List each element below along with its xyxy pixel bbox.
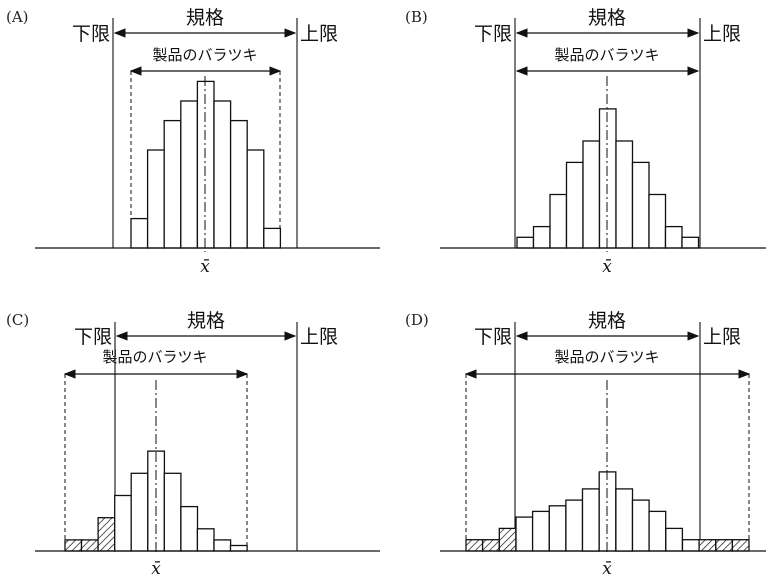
panel-label: (A) <box>6 8 29 26</box>
lower-limit-label: 下限 <box>474 326 512 348</box>
histogram-bar-out-of-spec <box>465 539 484 552</box>
histogram-bar <box>648 510 667 552</box>
histogram-bars <box>465 471 750 552</box>
histogram-bar <box>213 100 232 249</box>
lower-limit-label: 下限 <box>474 23 512 45</box>
lower-limit-label: 下限 <box>74 326 112 348</box>
histogram-bar <box>581 488 600 552</box>
panel-a: (A) 下限 上限 規格 製品のバラツキ x̄ <box>6 7 380 277</box>
variation-label: 製品のバラツキ <box>102 348 207 366</box>
histogram-bar <box>681 236 700 249</box>
mean-label: x̄ <box>151 559 161 579</box>
mean-label: x̄ <box>602 257 612 277</box>
histogram-bars <box>64 450 248 552</box>
histogram-bar <box>582 140 601 249</box>
upper-limit-label: 上限 <box>300 326 338 348</box>
histogram-bar <box>196 528 215 552</box>
histogram-bar <box>631 499 650 552</box>
histogram-bar-out-of-spec <box>698 539 717 552</box>
histogram-bar <box>615 488 634 552</box>
histogram-bars <box>516 108 700 249</box>
variation-label: 製品のバラツキ <box>554 348 659 366</box>
spec-label: 規格 <box>186 7 224 29</box>
histogram-bar <box>681 539 700 552</box>
mean-label: x̄ <box>200 257 210 277</box>
panel-c: (C) 下限 上限 規格 製品のバラツキ x̄ <box>6 310 380 579</box>
upper-limit-label: 上限 <box>300 23 338 45</box>
panel-label: (D) <box>405 311 429 329</box>
histogram-bar <box>163 472 182 552</box>
histogram-bar-out-of-spec <box>64 539 83 552</box>
histogram-bar <box>565 161 584 249</box>
spec-label: 規格 <box>187 310 225 332</box>
upper-limit-label: 上限 <box>703 23 741 45</box>
histogram-bar <box>665 527 684 552</box>
histogram-bar <box>549 193 568 249</box>
histogram-bar <box>531 510 550 552</box>
lower-limit-label: 下限 <box>72 23 110 45</box>
histogram-bar <box>229 544 248 552</box>
histogram-bar <box>196 80 215 249</box>
histogram-bar <box>146 149 165 249</box>
histogram-bars <box>130 80 282 249</box>
histogram-bar <box>516 236 535 249</box>
histogram-bar <box>130 217 149 249</box>
histogram-bar-out-of-spec <box>97 517 116 552</box>
spec-label: 規格 <box>588 7 626 29</box>
histogram-bar <box>263 227 282 249</box>
histogram-bar-out-of-spec <box>481 539 500 552</box>
histogram-bar <box>615 140 634 249</box>
spec-label: 規格 <box>588 310 626 332</box>
histogram-bar <box>598 108 617 249</box>
histogram-bar-out-of-spec <box>498 527 517 552</box>
histogram-bar <box>180 505 199 552</box>
histogram-bar <box>648 193 667 249</box>
histogram-bar-out-of-spec <box>80 539 99 552</box>
histogram-bar <box>532 225 551 249</box>
histogram-bar <box>229 119 248 249</box>
mean-label: x̄ <box>602 559 612 579</box>
variation-label: 製品のバラツキ <box>152 46 257 64</box>
upper-limit-label: 上限 <box>703 326 741 348</box>
histogram-bar <box>163 119 182 249</box>
histogram-bar <box>114 494 132 552</box>
variation-label: 製品のバラツキ <box>554 46 659 64</box>
histogram-bar <box>664 225 683 249</box>
histogram-bar <box>246 149 265 249</box>
panel-b: (B) 下限 上限 規格 製品のバラツキ x̄ <box>405 7 766 277</box>
histogram-bar <box>213 539 232 552</box>
histogram-bar <box>548 505 567 552</box>
panel-d: (D) 下限 上限 規格 製品のバラツキ x̄ <box>405 310 766 579</box>
histogram-bar-out-of-spec <box>715 539 734 552</box>
histogram-bar <box>130 472 149 552</box>
histogram-bar <box>180 100 199 249</box>
histogram-bar <box>631 161 650 249</box>
histogram-bar <box>515 516 534 552</box>
histogram-bar-out-of-spec <box>731 539 750 552</box>
panel-label: (B) <box>405 8 428 26</box>
panel-label: (C) <box>6 311 29 329</box>
histogram-bar <box>565 499 584 552</box>
